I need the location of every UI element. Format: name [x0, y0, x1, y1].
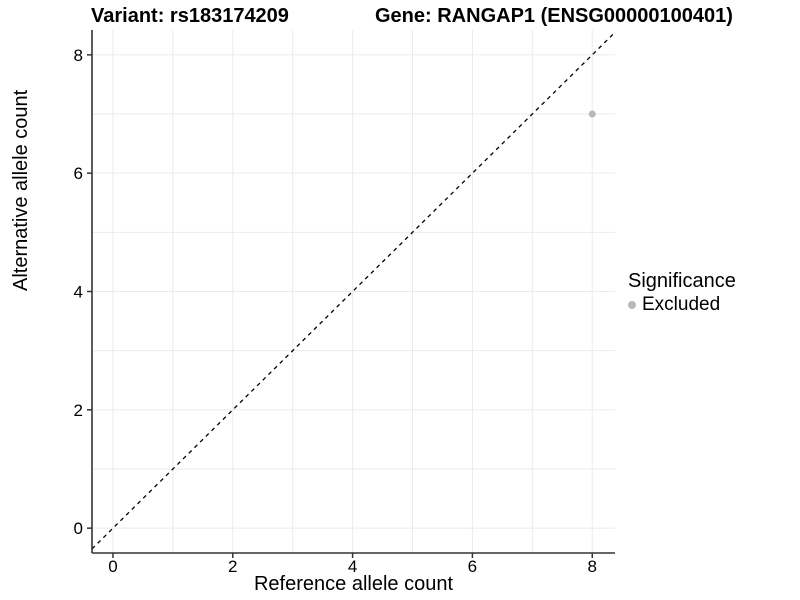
x-tick-label: 0 [108, 557, 117, 576]
legend-item-label: Excluded [642, 294, 721, 315]
x-tick-label: 8 [588, 557, 597, 576]
excluded-point-icon [628, 301, 636, 309]
plot-title: Variant: rs183174209 Gene: RANGAP1 (ENSG… [0, 3, 800, 29]
x-tick-label: 4 [348, 557, 357, 576]
identity-line [91, 31, 616, 550]
y-tick-label: 4 [74, 283, 83, 302]
y-tick-label: 2 [74, 401, 83, 420]
y-tick-label: 0 [74, 519, 83, 538]
legend: Significance Excluded [628, 269, 736, 316]
legend-title: Significance [628, 270, 736, 292]
y-tick-label: 6 [74, 164, 83, 183]
x-tick-label: 2 [228, 557, 237, 576]
y-tick-label: 8 [74, 46, 83, 65]
data-point [588, 110, 596, 118]
legend-item-excluded: Excluded [628, 294, 736, 316]
plot-title-gene: Gene: RANGAP1 (ENSG00000100401) [375, 5, 733, 27]
x-tick-label: 6 [468, 557, 477, 576]
plot-title-variant: Variant: rs183174209 [91, 5, 289, 27]
x-axis-title: Reference allele count [253, 573, 453, 595]
